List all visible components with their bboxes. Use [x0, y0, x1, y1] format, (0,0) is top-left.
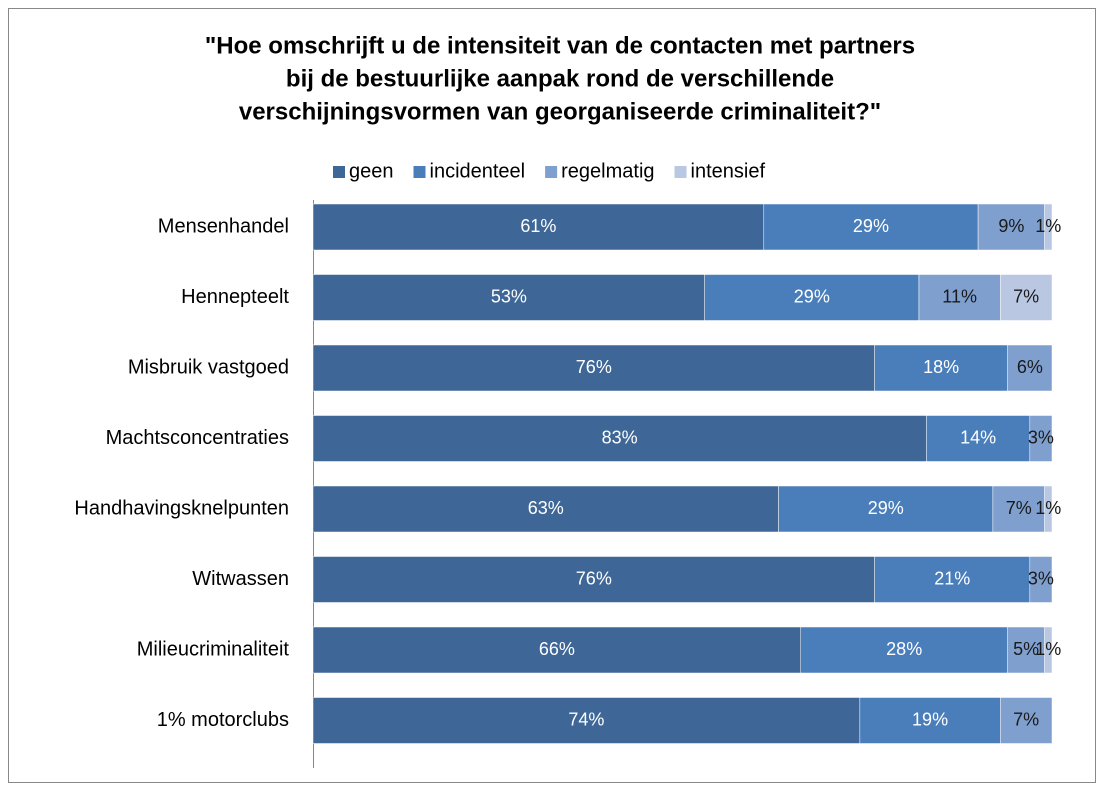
bar-segment — [312, 485, 779, 533]
bar-segment — [874, 556, 1031, 603]
legend-label: geen — [349, 160, 394, 182]
bar-segment — [1029, 415, 1053, 462]
data-label: 1% — [1035, 639, 1061, 659]
data-label: 28% — [886, 639, 922, 659]
bar-segment — [1044, 203, 1053, 251]
data-label: 83% — [602, 427, 638, 447]
data-label: 61% — [520, 216, 556, 236]
data-label: 7% — [1006, 498, 1032, 518]
legend-label: intensief — [691, 160, 766, 182]
y-tick-label: Machtsconcentraties — [106, 427, 289, 449]
chart-title: verschijningsvormen van georganiseerde c… — [239, 98, 881, 125]
data-label: 18% — [923, 357, 959, 377]
y-tick-label: Misbruik vastgoed — [128, 356, 289, 378]
bar-segment — [778, 485, 994, 533]
y-tick-label: 1% motorclubs — [157, 709, 289, 731]
bar-segment — [312, 556, 875, 603]
data-label: 74% — [568, 709, 604, 729]
data-label: 11% — [942, 286, 977, 306]
bar-segment — [1029, 556, 1053, 603]
bar-segment — [1044, 626, 1053, 674]
data-label: 7% — [1013, 286, 1039, 306]
bar-segment — [1007, 344, 1053, 392]
legend-swatch — [413, 166, 426, 178]
data-label: 9% — [998, 216, 1024, 236]
bar-segment — [918, 274, 1001, 321]
data-label: 14% — [960, 427, 996, 447]
bar-segment — [800, 626, 1008, 674]
y-tick-label: Hennepteelt — [181, 286, 289, 308]
bar-segment — [312, 697, 861, 744]
bar-segment — [312, 344, 875, 392]
bar-segment — [1000, 274, 1053, 321]
data-label: 3% — [1028, 568, 1054, 588]
data-label: 76% — [576, 568, 612, 588]
bar-segment — [992, 485, 1045, 533]
data-label: 1% — [1035, 216, 1061, 236]
data-label: 7% — [1013, 709, 1039, 729]
data-label: 29% — [794, 286, 830, 306]
legend-swatch — [333, 166, 345, 178]
bar-segment — [704, 274, 920, 321]
y-tick-label: Mensenhandel — [158, 215, 289, 237]
y-tick-label: Handhavingsknelpunten — [74, 497, 289, 519]
chart-title: "Hoe omschrijft u de intensiteit van de … — [205, 32, 915, 59]
data-label: 76% — [576, 357, 612, 377]
bar-segment — [312, 203, 765, 251]
data-label: 1% — [1035, 498, 1061, 518]
legend-swatch — [545, 166, 558, 178]
data-label: 53% — [491, 286, 527, 306]
data-label: 66% — [539, 639, 575, 659]
bar-segment — [926, 415, 1031, 462]
bar-segment — [763, 203, 979, 251]
bar-segment — [312, 626, 801, 674]
data-label: 63% — [528, 498, 564, 518]
legend-label: regelmatig — [561, 160, 654, 182]
legend-label: incidenteel — [430, 160, 526, 182]
data-label: 29% — [853, 216, 889, 236]
bar-segment — [874, 344, 1008, 392]
data-label: 3% — [1028, 427, 1054, 447]
bar-segment — [1000, 697, 1053, 744]
legend-swatch — [674, 166, 687, 178]
data-label: 5% — [1013, 639, 1039, 659]
y-tick-label: Witwassen — [192, 568, 289, 590]
data-label: 6% — [1017, 357, 1043, 377]
bar-segment — [312, 415, 927, 462]
y-tick-label: Milieucriminaliteit — [137, 638, 290, 660]
chart-title: bij de bestuurlijke aanpak rond de versc… — [286, 65, 834, 92]
bar-segment — [312, 274, 705, 321]
data-label: 29% — [868, 498, 904, 518]
data-label: 19% — [912, 709, 948, 729]
data-label: 21% — [934, 568, 970, 588]
bar-segment — [1044, 485, 1053, 533]
bar-segment — [859, 697, 1001, 744]
